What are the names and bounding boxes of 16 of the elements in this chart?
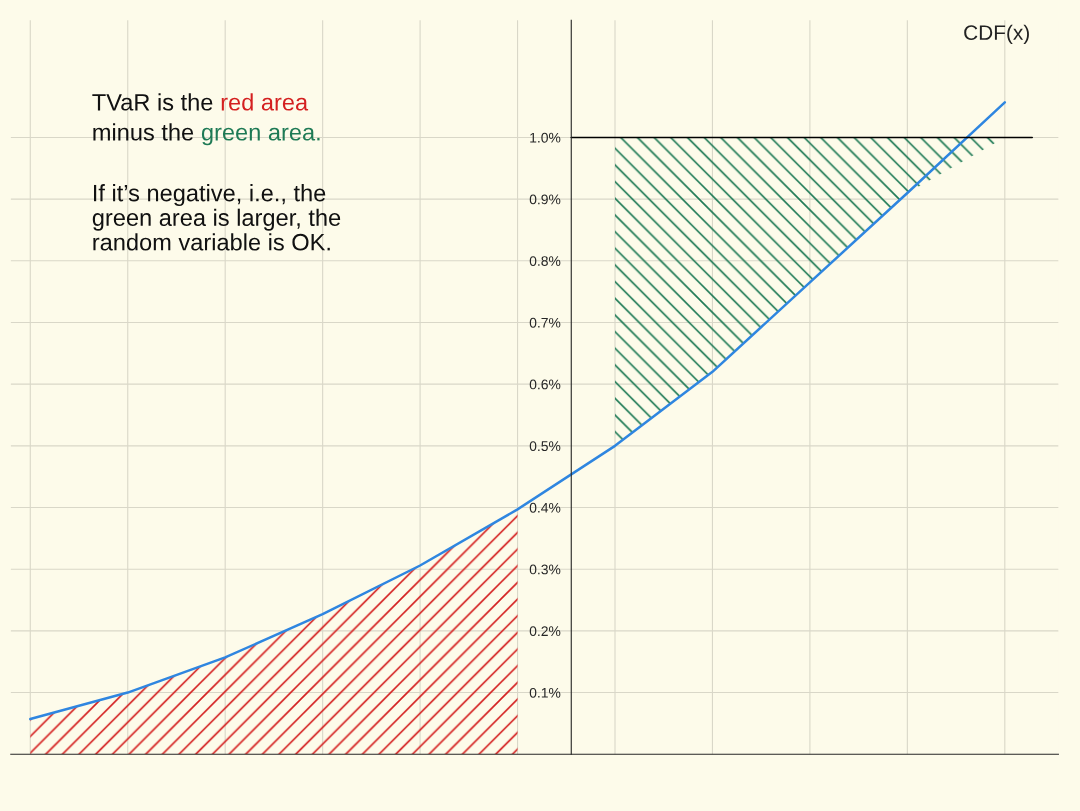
y-tick-label: 0.4% <box>529 502 561 513</box>
annotation: green area. <box>201 127 320 146</box>
annotation: TVaR is the <box>92 93 213 111</box>
y-tick-label: 0.8% <box>529 256 561 266</box>
y-tick-label: 0.5% <box>529 441 561 452</box>
text: CDF(x) <box>964 24 1029 45</box>
annotation: minus the <box>93 123 194 141</box>
y-tick-label: 0.9% <box>529 194 561 205</box>
y-tick-label: 0.3% <box>529 564 561 575</box>
y-tick-label: 1.0% <box>530 132 561 143</box>
annotation: red area <box>221 93 309 111</box>
annotation: If it’s negative, i.e., the green area is larger, the random variable is OK. <box>92 184 341 251</box>
y-tick-label: 0.2% <box>529 626 561 637</box>
y-tick-label: 0.6% <box>529 379 561 390</box>
y-tick-label: 0.7% <box>529 317 561 328</box>
y-tick-label: 0.1% <box>529 687 561 698</box>
